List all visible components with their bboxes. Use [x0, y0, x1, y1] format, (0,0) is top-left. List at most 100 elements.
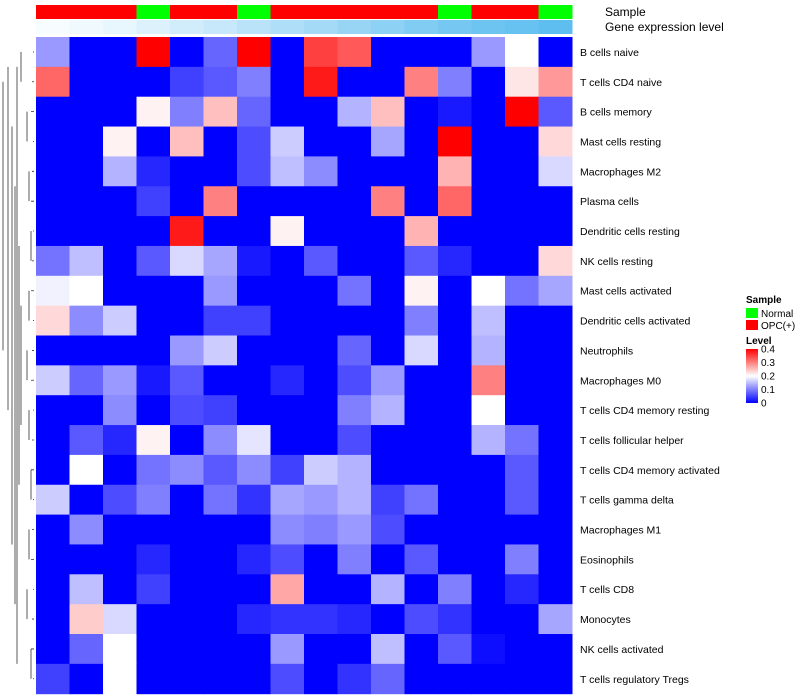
heatmap-cell [505, 216, 539, 247]
heatmap-cell [203, 126, 238, 157]
heatmap-cell [404, 216, 439, 247]
expression-annotation-track [36, 20, 573, 34]
heatmap-cell [103, 544, 137, 575]
heatmap-cell [538, 395, 573, 426]
heatmap-cell [304, 574, 338, 605]
heatmap-cell [471, 395, 506, 426]
heatmap-cell [36, 365, 70, 396]
heatmap-cell [538, 604, 573, 635]
dendrogram-branches [2, 51, 34, 680]
heatmap-cell [471, 454, 506, 486]
heatmap-cell [170, 544, 204, 575]
heatmap-cell [371, 126, 405, 157]
heatmap-cell [36, 66, 70, 98]
heatmap-cell [237, 96, 271, 128]
row-label: T cells CD4 naive [580, 77, 662, 89]
heatmap-cell [438, 663, 472, 695]
expression-annotation-cell [438, 20, 472, 34]
heatmap-cell [136, 604, 171, 635]
heatmap-cell [438, 126, 472, 157]
heatmap-cell [538, 365, 573, 396]
heatmap-cell [304, 544, 338, 575]
heatmap-cell [237, 663, 271, 695]
heatmap-cell [404, 96, 439, 128]
heatmap-cell [270, 395, 305, 426]
heatmap-cell [371, 634, 405, 665]
heatmap-cell [170, 305, 204, 336]
heatmap-cell [505, 663, 539, 695]
legend-tick-label: 0.3 [761, 358, 775, 369]
heatmap-cell [505, 96, 539, 128]
heatmap-cell [69, 275, 104, 307]
heatmap-cell [103, 395, 137, 426]
heatmap-cell [471, 66, 506, 98]
heatmap-cell [170, 395, 204, 426]
heatmap-cell [438, 305, 472, 336]
legend-swatch [746, 320, 758, 330]
legend-color-bar [746, 349, 758, 403]
heatmap-cell [505, 634, 539, 665]
heatmap-cell [136, 663, 171, 695]
heatmap-cell [337, 96, 372, 128]
legend-swatch [746, 308, 758, 318]
heatmap-cell [538, 96, 573, 128]
heatmap-cell [136, 156, 171, 187]
heatmap-cell [136, 574, 171, 605]
row-label: B cells memory [580, 107, 653, 119]
expression-annotation-cell [505, 20, 539, 34]
heatmap-cell [304, 634, 338, 665]
heatmap-cell [438, 186, 472, 217]
heatmap-cell [170, 425, 204, 456]
heatmap-cell [371, 216, 405, 247]
heatmap-cell [237, 514, 271, 545]
sample-annotation-cell [337, 5, 372, 19]
heatmap-cell [505, 156, 539, 187]
legend-tick-label: 0.1 [761, 385, 775, 396]
heatmap-cell [371, 66, 405, 98]
heatmap-cell [170, 663, 204, 695]
heatmap-cell [471, 634, 506, 665]
heatmap-cell [505, 395, 539, 426]
heatmap-cell [270, 604, 305, 635]
heatmap-cell [270, 574, 305, 605]
heatmap-cell [438, 514, 472, 545]
heatmap-cell [538, 484, 573, 516]
row-label: T cells CD8 [580, 584, 634, 596]
row-label: Mast cells resting [580, 136, 661, 148]
heatmap-cell [69, 216, 104, 247]
heatmap-cell [136, 425, 171, 456]
heatmap-cell [304, 156, 338, 187]
heatmap-cell [237, 544, 271, 575]
heatmap-cell [103, 574, 137, 605]
heatmap-cell [471, 514, 506, 545]
heatmap-cell [337, 305, 372, 336]
heatmap-cell [371, 186, 405, 217]
heatmap-cell [438, 484, 472, 516]
heatmap-cell [136, 66, 171, 98]
heatmap-cell [471, 604, 506, 635]
heatmap-cell [103, 186, 137, 217]
heatmap-cell [505, 425, 539, 456]
heatmap-cell [471, 305, 506, 336]
heatmap-cell [103, 454, 137, 486]
expression-annotation-cell [304, 20, 338, 34]
sample-annotation-cell [304, 5, 338, 19]
heatmap-cell [270, 305, 305, 336]
heatmap-cell [505, 245, 539, 277]
heatmap-cell [471, 216, 506, 247]
heatmap-cell [404, 305, 439, 336]
heatmap-cell [471, 186, 506, 217]
heatmap-cell [36, 186, 70, 217]
heatmap-cell [505, 37, 539, 68]
expression-annotation-cell [471, 20, 506, 34]
heatmap-cell [404, 634, 439, 665]
heatmap-cell [337, 335, 372, 366]
row-label: Eosinophils [580, 554, 634, 566]
heatmap-cell [337, 126, 372, 157]
heatmap-cell [69, 395, 104, 426]
heatmap-cell [337, 395, 372, 426]
legend-tick-label: 0 [761, 399, 767, 410]
row-label: NK cells resting [580, 256, 653, 268]
